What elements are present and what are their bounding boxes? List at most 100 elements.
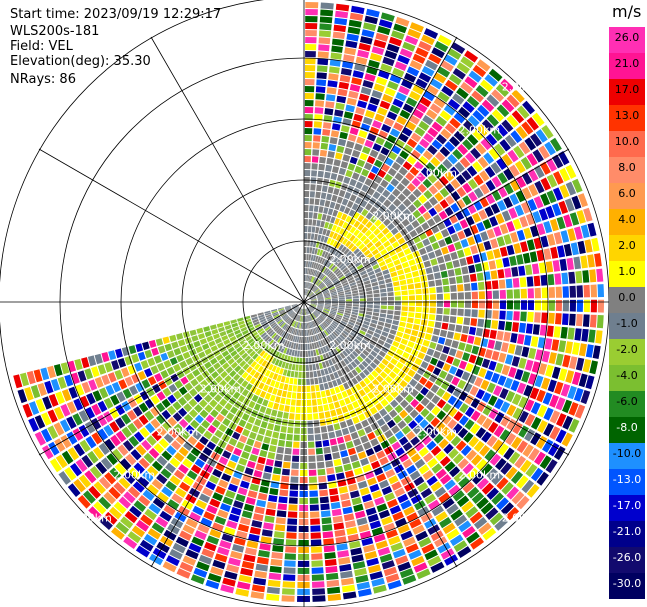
velocity-gate [444,171,455,182]
velocity-gate [330,501,341,510]
velocity-gate [310,296,317,300]
velocity-gate [259,405,267,414]
velocity-gate [260,421,268,429]
velocity-gate [385,318,393,324]
velocity-gate [372,264,380,270]
velocity-gate [358,175,367,183]
velocity-gate [434,41,449,53]
velocity-gate [103,397,114,409]
velocity-gate [505,321,512,331]
velocity-gate [437,336,446,345]
velocity-gate [434,321,442,329]
velocity-gate [330,255,336,263]
velocity-gate [371,315,379,321]
velocity-gate [321,136,330,143]
velocity-gate [327,223,334,230]
velocity-gate [503,196,513,209]
velocity-gate [376,256,384,263]
velocity-gate [157,345,166,354]
velocity-gate [304,93,314,100]
velocity-gate [421,34,435,46]
velocity-gate [140,514,153,526]
velocity-gate [595,330,603,344]
velocity-gate [271,332,277,339]
velocity-gate [519,216,529,228]
velocity-gate [106,453,118,466]
velocity-gate [462,325,470,334]
velocity-gate [290,476,299,483]
velocity-gate [309,504,319,511]
velocity-gate [410,388,419,398]
velocity-gate [509,164,520,177]
velocity-gate [337,326,344,332]
velocity-gate [411,177,421,187]
velocity-gate [476,59,491,72]
velocity-gate [328,431,336,439]
velocity-gate [327,271,333,277]
velocity-gate [457,284,464,292]
velocity-gate [304,163,311,170]
velocity-gate [426,440,437,451]
velocity-gate [528,183,539,197]
velocity-gate [410,436,420,446]
azimuth-spoke [303,301,570,456]
velocity-gate [472,110,485,122]
velocity-gate [179,481,191,492]
velocity-gate [380,265,388,271]
velocity-gate [218,358,227,366]
velocity-gate [295,314,299,321]
velocity-gate [161,486,173,498]
range-ring-label: 2.00km [372,382,414,395]
velocity-gate [353,248,360,255]
velocity-gate [363,386,371,394]
velocity-gate [325,566,338,574]
velocity-gate [382,93,394,104]
velocity-gate [308,441,315,448]
velocity-gate [439,263,447,271]
velocity-gate [254,363,261,371]
velocity-gate [461,500,474,513]
velocity-gate [285,398,291,405]
velocity-gate [430,156,441,167]
velocity-gate [404,35,419,46]
velocity-gate [577,193,588,208]
velocity-gate [120,516,134,529]
velocity-gate [349,234,356,242]
velocity-gate [307,226,312,233]
velocity-gate [318,227,324,235]
velocity-gate [431,463,443,474]
velocity-gate [322,276,328,282]
velocity-gate [302,316,304,322]
velocity-gate [562,415,573,430]
velocity-gate [583,207,593,222]
velocity-gate [243,444,253,453]
velocity-gate [120,458,132,470]
velocity-gate [398,274,406,281]
velocity-gate [376,375,384,383]
velocity-gate [110,434,121,447]
velocity-gate [387,222,395,231]
velocity-gate [486,94,500,107]
velocity-gate [384,157,394,167]
velocity-gate [324,296,331,299]
velocity-gate [371,336,379,342]
velocity-gate [408,306,415,312]
velocity-gate [288,319,293,325]
velocity-gate [297,315,300,322]
velocity-gate [202,487,214,497]
velocity-gate [254,418,262,427]
velocity-gate [394,306,401,311]
velocity-gate [566,257,574,270]
velocity-gate [309,497,319,504]
velocity-gate [260,320,268,325]
velocity-gate [413,562,428,573]
velocity-gate [193,340,201,348]
velocity-gate [441,414,452,425]
velocity-gate [321,361,327,369]
velocity-gate [311,574,325,581]
velocity-gate [309,305,315,310]
velocity-gate [199,389,208,398]
velocity-gate [335,226,342,234]
velocity-gate [279,432,286,440]
velocity-gate [146,435,157,446]
